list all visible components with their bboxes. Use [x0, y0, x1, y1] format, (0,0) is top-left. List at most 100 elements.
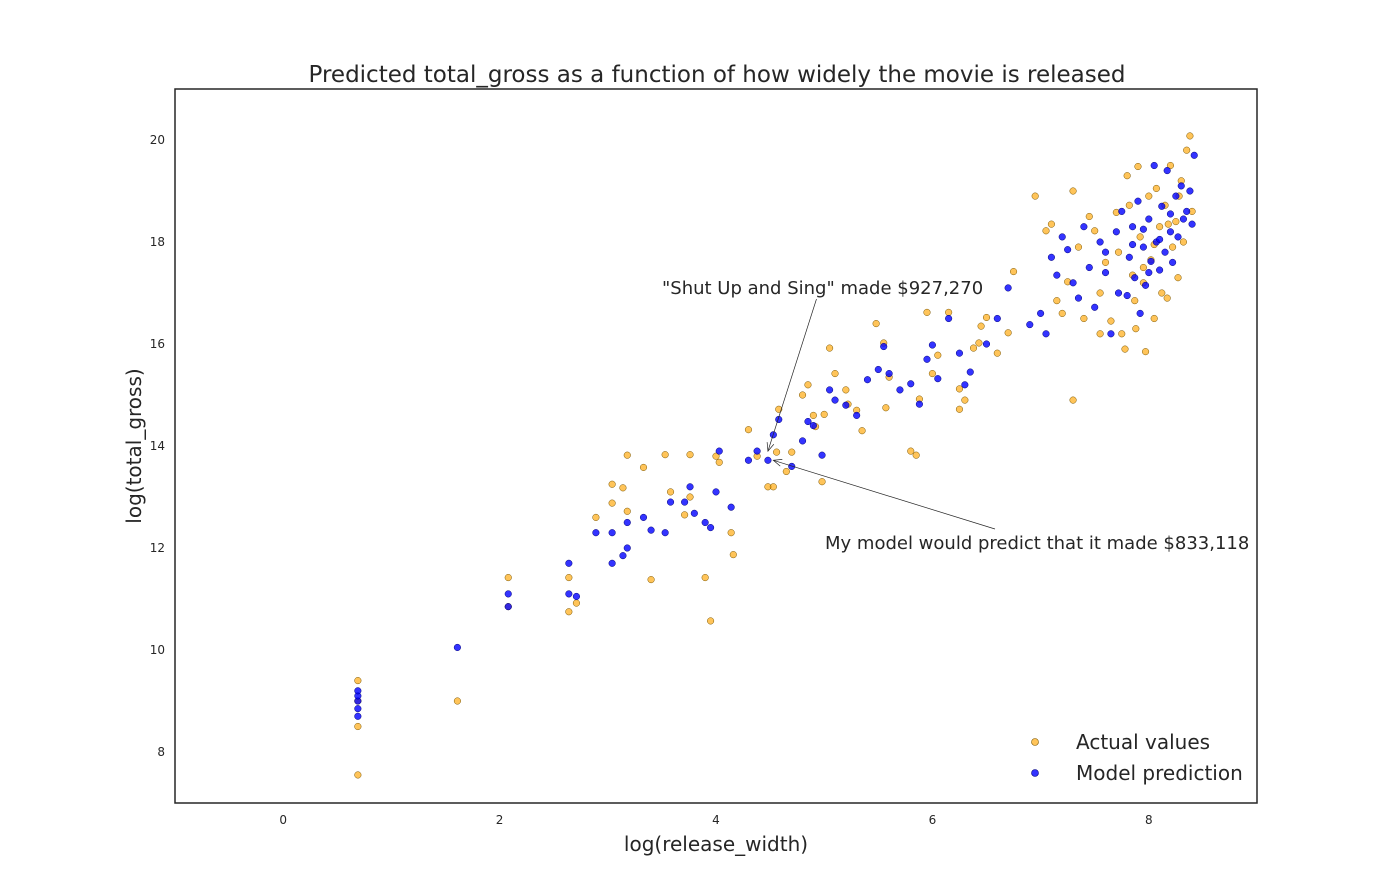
actual-value-point	[955, 405, 964, 413]
model-prediction-point	[1179, 215, 1187, 223]
model-prediction-point	[842, 401, 850, 409]
model-prediction-point	[727, 503, 735, 511]
model-prediction-point	[1166, 210, 1174, 218]
actual-value-point	[1172, 218, 1180, 226]
model-prediction-point	[1037, 309, 1045, 317]
series-actual-values	[354, 132, 1196, 779]
annotation-actual-gross: "Shut Up and Sing" made $927,270	[662, 278, 983, 299]
model-prediction-point	[826, 386, 834, 394]
actual-value-point	[912, 451, 920, 459]
y-tick-label: 12	[150, 541, 165, 555]
actual-value-point	[647, 576, 655, 584]
actual-value-point	[1134, 162, 1142, 171]
actual-value-point	[1163, 294, 1171, 302]
model-prediction-point	[923, 355, 931, 363]
actual-value-point	[619, 484, 627, 492]
actual-value-point	[1125, 201, 1133, 209]
actual-value-point	[1047, 220, 1055, 228]
actual-value-point	[1069, 396, 1077, 404]
model-prediction-point	[354, 712, 362, 720]
x-axis-ticks: 0 2 4 6 8	[279, 813, 1152, 827]
model-prediction-point	[1123, 292, 1131, 300]
model-prediction-point	[686, 483, 694, 491]
model-prediction-point	[1129, 241, 1137, 249]
model-prediction-point	[1026, 321, 1034, 329]
model-prediction-point	[831, 396, 839, 404]
actual-value-point	[1096, 330, 1104, 338]
model-prediction-point	[1118, 207, 1126, 215]
actual-value-point	[934, 351, 942, 359]
model-prediction-point	[1145, 269, 1153, 277]
actual-value-point	[923, 308, 931, 316]
annotations: "Shut Up and Sing" made $927,270 My mode…	[662, 278, 1249, 554]
actual-value-point	[804, 381, 812, 389]
actual-value-point	[661, 451, 669, 459]
model-prediction-point	[592, 529, 600, 537]
model-prediction-point	[1156, 266, 1164, 274]
actual-value-point	[1132, 325, 1140, 333]
actual-value-point	[1053, 297, 1061, 305]
model-prediction-point	[504, 603, 512, 611]
model-prediction-point	[955, 349, 964, 357]
x-axis-label: log(release_width)	[624, 832, 808, 856]
model-prediction-point	[1004, 284, 1012, 292]
actual-value-point	[1031, 192, 1039, 200]
actual-value-point	[1169, 243, 1177, 251]
model-prediction-point	[744, 456, 753, 464]
actual-value-point	[1091, 227, 1099, 235]
model-prediction-point	[1172, 192, 1180, 200]
actual-value-point	[788, 448, 796, 456]
actual-value-point	[782, 467, 790, 476]
actual-value-point	[1136, 233, 1144, 241]
actual-value-point	[592, 513, 600, 521]
model-prediction-point	[788, 462, 796, 470]
model-prediction-point	[1125, 253, 1133, 261]
model-prediction-point	[690, 509, 698, 517]
model-prediction-point	[647, 526, 655, 534]
actual-value-point	[686, 493, 694, 501]
model-prediction-point	[945, 314, 953, 323]
actual-value-point	[1101, 258, 1110, 266]
model-prediction-point	[1074, 294, 1083, 302]
model-prediction-point	[1085, 263, 1093, 272]
actual-value-point	[623, 451, 631, 459]
actual-value-point	[1156, 223, 1164, 231]
actual-value-point	[354, 677, 362, 685]
actual-value-point	[907, 447, 915, 455]
model-prediction-point	[1147, 257, 1155, 265]
actual-value-point	[818, 478, 826, 486]
model-prediction-point	[1131, 274, 1139, 282]
model-prediction-point	[1186, 187, 1194, 195]
actual-value-point	[1164, 220, 1172, 228]
model-prediction-point	[619, 552, 627, 560]
model-prediction-point	[1114, 289, 1123, 297]
actual-value-point	[1123, 172, 1131, 180]
legend-marker-prediction	[1031, 769, 1039, 777]
model-prediction-point	[1158, 202, 1166, 210]
actual-value-point	[354, 771, 362, 779]
actual-value-point	[715, 458, 723, 466]
actual-value-point	[729, 551, 737, 559]
actual-value-point	[565, 574, 573, 582]
model-prediction-point	[1069, 279, 1077, 287]
actual-value-point	[608, 480, 616, 488]
actual-value-point	[820, 410, 828, 418]
actual-value-point	[639, 463, 648, 471]
actual-value-point	[826, 344, 834, 352]
legend-marker-actual	[1031, 738, 1039, 746]
y-tick-label: 10	[150, 643, 165, 657]
model-prediction-point	[1163, 167, 1171, 175]
actual-value-point	[565, 608, 573, 616]
actual-value-point	[977, 322, 985, 330]
model-prediction-point	[623, 518, 631, 527]
actual-value-point	[831, 370, 839, 378]
actual-value-point	[1179, 238, 1187, 246]
actual-value-point	[1186, 132, 1194, 140]
model-prediction-point	[982, 340, 991, 348]
actual-value-point	[707, 617, 715, 625]
actual-value-point	[1158, 289, 1166, 297]
model-prediction-point	[907, 380, 915, 388]
model-prediction-point	[701, 518, 709, 527]
actual-value-point	[686, 451, 694, 459]
model-prediction-point	[565, 590, 573, 598]
